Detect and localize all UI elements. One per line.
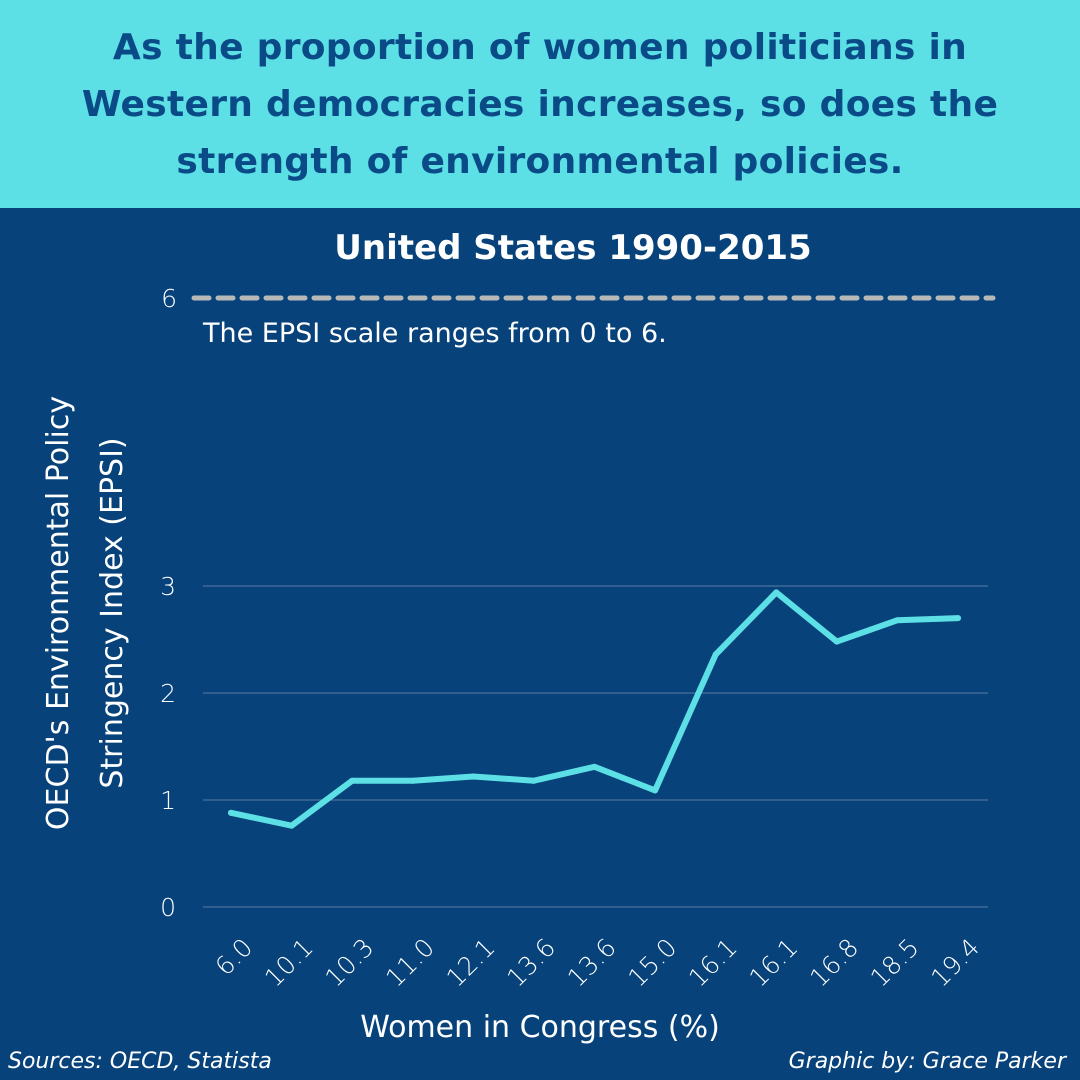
- data-point: [470, 773, 477, 780]
- x-tick-label: 13.6: [501, 933, 561, 993]
- series-group: [228, 589, 961, 829]
- data-point: [591, 763, 598, 770]
- headline: As the proportion of women politicians i…: [81, 26, 999, 182]
- chart-title: United States 1990-2015: [334, 228, 811, 268]
- headline-banner: As the proportion of women politicians i…: [0, 0, 1080, 208]
- x-tick-label: 6.0: [210, 933, 259, 982]
- reference-line-group: 6 The EPSI scale ranges from 0 to 6.: [161, 284, 996, 349]
- x-tick-label: 19.4: [925, 933, 985, 993]
- series-line: [228, 589, 961, 829]
- data-point: [349, 777, 356, 784]
- y-tick-label: 2: [160, 679, 176, 708]
- graphic-credit: Graphic by: Grace Parker: [789, 1049, 1068, 1074]
- data-point: [712, 651, 719, 658]
- y-axis-label: OECD's Environmental Policy Stringency I…: [41, 396, 130, 830]
- x-tick-label: 16.1: [744, 933, 804, 993]
- y-axis-label-line-1: OECD's Environmental Policy: [41, 396, 76, 830]
- x-tick-label: 16.8: [804, 933, 864, 993]
- data-point: [530, 777, 537, 784]
- x-tick-label: 10.3: [320, 933, 380, 993]
- x-tick-label: 18.5: [865, 933, 925, 993]
- gridlines: [203, 585, 988, 908]
- data-point: [955, 615, 961, 622]
- x-tick-label: 12.1: [441, 933, 501, 993]
- data-point: [894, 617, 901, 624]
- y-tick-labels: 0 1 2 3: [160, 572, 176, 922]
- y-tick-label: 1: [160, 786, 176, 815]
- y-axis-label-line-2: Stringency Index (EPSI): [95, 437, 130, 788]
- y-tick-label: 0: [160, 893, 176, 922]
- reference-line-label: 6: [161, 284, 177, 313]
- y-tick-label: 3: [160, 572, 176, 601]
- x-tick-label: 16.1: [683, 933, 743, 993]
- chart-panel: [0, 208, 1080, 1080]
- sources-credit: Sources: OECD, Statista: [8, 1049, 272, 1074]
- scale-note: The EPSI scale ranges from 0 to 6.: [202, 318, 667, 349]
- data-point: [773, 589, 780, 596]
- data-point: [833, 638, 840, 645]
- x-axis-label: Women in Congress (%): [360, 1010, 720, 1045]
- data-point: [409, 777, 416, 784]
- data-point: [288, 822, 295, 829]
- x-tick-labels: 6.0 10.1 10.3 11.0 12.1 13.6 13.6 15.0 16.1 16.1 1…: [210, 933, 986, 993]
- data-point: [652, 787, 659, 794]
- x-tick-label: 11.0: [380, 933, 440, 993]
- x-tick-label: 13.6: [562, 933, 622, 993]
- x-tick-label: 10.1: [259, 933, 319, 993]
- x-tick-label: 15.0: [622, 933, 682, 993]
- data-point: [228, 809, 234, 816]
